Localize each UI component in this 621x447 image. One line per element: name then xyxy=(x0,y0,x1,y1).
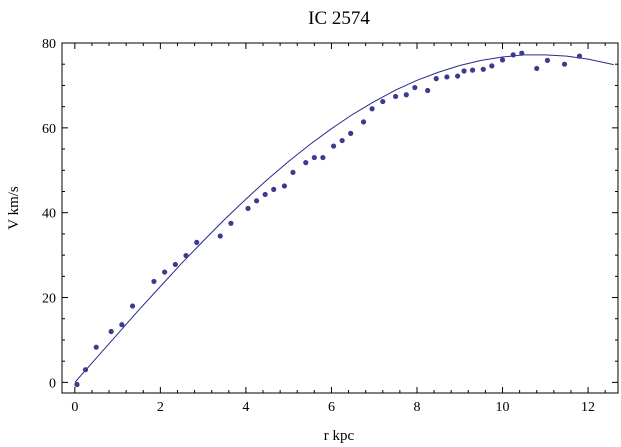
data-point xyxy=(245,205,251,212)
data-point xyxy=(455,73,461,79)
data-point xyxy=(271,186,277,192)
data-point xyxy=(499,57,506,63)
data-point xyxy=(162,269,168,275)
data-point xyxy=(380,98,386,105)
data-point xyxy=(303,160,309,166)
data-point xyxy=(311,154,317,161)
y-tick-label: 20 xyxy=(42,292,56,307)
data-point xyxy=(403,92,409,98)
data-point xyxy=(561,61,568,67)
data-point xyxy=(172,261,178,268)
y-tick-label: 40 xyxy=(42,207,56,222)
data-point xyxy=(469,67,476,73)
data-point xyxy=(183,252,189,259)
y-tick-label: 80 xyxy=(42,37,56,52)
data-point xyxy=(519,50,525,56)
x-tick-label: 10 xyxy=(496,400,510,415)
data-point xyxy=(82,367,89,373)
data-point xyxy=(480,66,486,72)
data-point xyxy=(129,303,136,309)
data-point xyxy=(194,239,200,245)
x-tick-label: 4 xyxy=(242,400,249,415)
data-point xyxy=(320,154,326,161)
data-point xyxy=(544,57,551,63)
data-point xyxy=(119,322,125,328)
data-point xyxy=(369,106,375,112)
data-point xyxy=(534,65,540,72)
data-point xyxy=(290,169,296,175)
plot-area: 0 2 4 6 8 10 12 0 20 40 60 80 xyxy=(42,37,619,415)
x-tick-label: 8 xyxy=(413,400,420,415)
x-tick-label: 2 xyxy=(157,400,164,415)
data-point xyxy=(93,344,99,350)
data-point xyxy=(254,198,260,204)
data-point xyxy=(461,68,467,74)
data-point xyxy=(74,381,80,388)
data-point xyxy=(348,130,354,136)
data-point xyxy=(576,53,583,59)
plot-frame xyxy=(61,42,619,394)
data-point xyxy=(444,74,450,80)
data-point xyxy=(412,84,418,91)
data-point xyxy=(228,220,234,226)
data-point xyxy=(330,143,337,149)
data-point xyxy=(360,119,367,125)
x-tick-label: 0 xyxy=(71,400,78,415)
data-point xyxy=(281,183,287,189)
data-point xyxy=(510,52,516,58)
chart-title: IC 2574 xyxy=(308,8,370,29)
data-point xyxy=(262,191,268,198)
y-tick-label: 0 xyxy=(49,376,56,391)
x-tick-label: 6 xyxy=(328,400,335,415)
data-point xyxy=(393,93,399,100)
x-tick-label: 12 xyxy=(581,400,595,415)
data-point xyxy=(108,328,114,335)
data-point xyxy=(339,137,345,144)
y-axis-label: V km/s xyxy=(6,186,22,230)
model-curve xyxy=(74,54,614,383)
data-point xyxy=(217,233,223,239)
data-point xyxy=(433,76,439,82)
data-point xyxy=(425,87,431,94)
data-point xyxy=(489,63,495,69)
x-axis-label: r kpc xyxy=(324,428,355,444)
data-point xyxy=(151,278,157,285)
y-tick-label: 60 xyxy=(42,122,56,137)
